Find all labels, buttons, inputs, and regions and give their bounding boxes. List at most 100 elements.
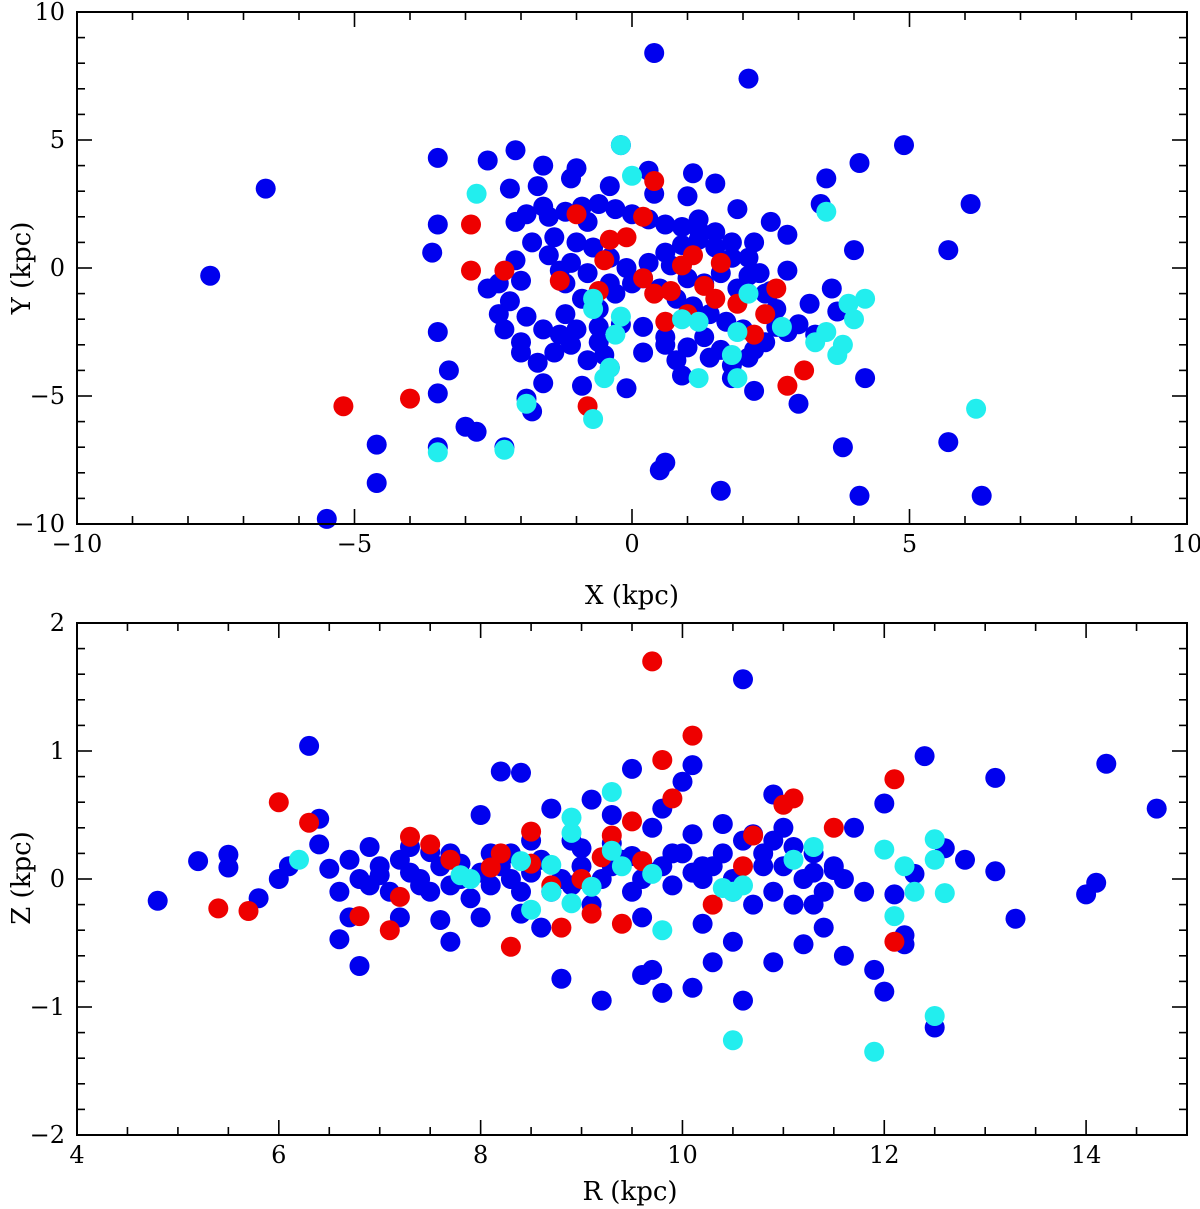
point-blue-25 [533,373,554,394]
point-blue-148 [561,168,581,189]
point-blue-3 [366,434,387,455]
point-cyan-2 [460,869,481,889]
point-blue-133 [339,849,360,870]
point-cyan-27 [855,288,876,309]
point-blue-59 [832,437,853,458]
point-blue-25 [490,761,511,782]
point-red-32 [884,931,905,952]
point-blue-67 [864,959,885,980]
point-blue-122 [622,881,642,902]
point-cyan-4 [521,899,542,920]
point-blue-80 [721,232,742,253]
point-blue-52 [777,224,798,245]
point-cyan-12 [610,306,631,327]
y-tick-label: 1 [50,737,65,765]
point-blue-14 [349,956,370,976]
point-blue-10 [319,858,340,879]
point-blue-65 [938,240,959,261]
point-red-3 [299,812,320,833]
y-tick-label: −1 [30,993,65,1021]
point-blue-64 [894,135,914,156]
point-blue-45 [694,327,715,348]
point-red-24 [655,311,676,332]
point-red-23 [652,750,673,770]
point-red-23 [633,268,654,289]
point-blue-80 [1005,908,1026,929]
panel-xy-points [200,43,992,529]
point-cyan-8 [561,822,582,843]
point-blue-144 [727,199,748,220]
point-blue-11 [329,881,350,902]
point-blue-26 [527,176,548,197]
point-blue-92 [633,316,654,337]
point-blue-128 [494,319,515,340]
point-cyan-0 [466,183,487,204]
point-blue-60 [844,240,864,261]
point-red-22 [642,651,663,672]
point-red-6 [400,826,420,847]
point-blue-144 [763,830,784,851]
point-blue-112 [420,881,441,902]
point-blue-36 [616,378,637,399]
point-red-0 [208,898,229,919]
point-blue-116 [500,869,521,889]
point-cyan-27 [924,829,945,850]
x-tick-label: 0 [624,530,639,558]
point-blue-7 [422,242,443,263]
point-blue-23 [470,907,491,928]
point-red-10 [644,283,665,304]
point-cyan-2 [494,439,515,460]
x-tick-label: 4 [69,1141,84,1169]
point-blue-31 [572,375,592,396]
point-red-19 [777,375,798,396]
point-blue-94 [588,316,609,337]
point-blue-49 [738,68,759,89]
panel-xy-frame [76,11,1188,525]
point-blue-31 [551,968,572,989]
point-red-9 [440,849,461,870]
point-cyan-8 [610,135,631,156]
point-blue-68 [971,485,992,506]
point-cyan-9 [561,893,582,914]
y-tick-label: −10 [14,510,65,538]
point-cyan-25 [838,293,859,314]
point-blue-135 [633,342,654,363]
point-blue-30 [541,798,562,819]
point-blue-67 [960,194,981,214]
panel-rz-ylabel: Z (kpc) [7,831,37,925]
point-blue-1 [188,851,209,872]
point-red-1 [238,901,259,921]
point-blue-12 [329,929,350,950]
point-blue-46 [705,173,726,194]
point-red-3 [461,260,481,281]
point-blue-51 [760,211,781,232]
point-blue-79 [705,222,726,243]
point-blue-73 [605,199,626,220]
point-cyan-21 [816,201,837,222]
point-cyan-12 [601,840,622,861]
point-blue-91 [655,327,676,348]
point-cyan-6 [599,357,620,378]
point-blue-53 [733,990,753,1011]
point-blue-7 [299,735,320,756]
point-blue-65 [844,817,864,838]
point-blue-129 [763,881,784,902]
point-red-29 [783,788,804,809]
point-cyan-26 [844,309,864,330]
point-cyan-17 [727,368,748,389]
point-blue-145 [803,862,824,883]
point-blue-69 [874,793,895,814]
point-blue-74 [914,746,935,767]
panel-xy: −10 −5 0 5 10 −10 −5 0 5 10 X (kpc) Y (kpc) [7,0,1200,611]
point-blue-46 [682,755,703,776]
point-blue-125 [682,824,703,845]
y-tick-label: −2 [30,1121,65,1149]
point-blue-33 [581,789,602,810]
point-cyan-9 [622,165,642,186]
point-blue-158 [577,263,598,284]
point-red-2 [461,214,481,235]
point-blue-15 [359,837,380,857]
point-blue-56 [763,952,784,973]
